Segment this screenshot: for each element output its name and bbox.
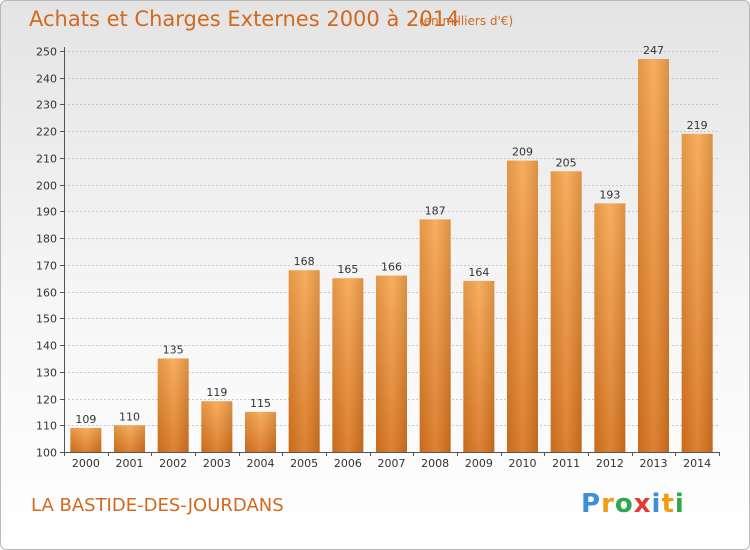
bar-shade-2004 xyxy=(245,411,276,452)
value-label-2009: 164 xyxy=(468,266,489,279)
y-tick-label-240: 240 xyxy=(36,73,57,86)
bar-2011 xyxy=(550,171,582,453)
y-tick-label-170: 170 xyxy=(36,260,57,273)
value-label-2014: 219 xyxy=(687,119,708,132)
logo-letter: r xyxy=(601,489,615,519)
y-tick-label-250: 250 xyxy=(36,46,57,59)
x-tick-label-2001: 2001 xyxy=(116,457,144,470)
bar-2006 xyxy=(332,278,364,452)
y-tick-label-110: 110 xyxy=(36,420,57,433)
bar-2001 xyxy=(114,425,145,452)
bar-2002 xyxy=(157,358,189,452)
bar-shade-2008 xyxy=(419,219,451,452)
x-tick-label-2011: 2011 xyxy=(552,457,580,470)
bar-2003 xyxy=(201,401,233,452)
bar-shade-2005 xyxy=(288,270,320,452)
bar-2004 xyxy=(245,411,276,452)
y-tick-label-120: 120 xyxy=(36,394,57,407)
bar-2009 xyxy=(463,280,495,452)
bar-2007 xyxy=(376,275,407,452)
value-label-2008: 187 xyxy=(425,204,446,217)
axes xyxy=(60,47,720,456)
value-label-2011: 205 xyxy=(556,156,577,169)
y-tick-label-140: 140 xyxy=(36,340,57,353)
bar-shade-2007 xyxy=(376,275,407,452)
x-tick-label-2010: 2010 xyxy=(509,457,537,470)
logo-letter: i xyxy=(674,489,685,519)
bar-2000 xyxy=(70,427,102,452)
value-label-2000: 109 xyxy=(75,413,96,426)
value-label-2001: 110 xyxy=(119,410,140,423)
logo-letter: P xyxy=(581,489,602,519)
bar-shade-2003 xyxy=(201,401,233,452)
x-tick-label-2012: 2012 xyxy=(596,457,624,470)
y-tick-label-200: 200 xyxy=(36,180,57,193)
logo-letter: t xyxy=(661,489,675,519)
y-tick-label-180: 180 xyxy=(36,233,57,246)
chart-subtitle: (en milliers d'€) xyxy=(419,14,514,28)
x-tick-label-2008: 2008 xyxy=(421,457,449,470)
proxiti-logo: Proxiti xyxy=(581,489,685,519)
chart-title: Achats et Charges Externes 2000 à 2014 xyxy=(29,7,460,31)
y-tick-label-230: 230 xyxy=(36,99,57,112)
location-name: LA BASTIDE-DES-JOURDANS xyxy=(31,495,284,516)
x-tick-label-2002: 2002 xyxy=(159,457,187,470)
value-label-2003: 119 xyxy=(206,386,227,399)
value-label-2012: 193 xyxy=(599,188,620,201)
bar-2014 xyxy=(681,133,713,452)
logo-letter: i xyxy=(651,489,662,519)
value-label-2013: 247 xyxy=(643,44,664,57)
value-label-2010: 209 xyxy=(512,146,533,159)
x-tick-label-2005: 2005 xyxy=(290,457,318,470)
x-tick-label-2007: 2007 xyxy=(378,457,406,470)
x-tick-label-2003: 2003 xyxy=(203,457,231,470)
logo-letter: x xyxy=(633,489,652,519)
y-tick-label-160: 160 xyxy=(36,287,57,300)
bars xyxy=(70,59,713,453)
value-label-2007: 166 xyxy=(381,261,402,274)
bar-shade-2012 xyxy=(594,203,626,452)
bar-shade-2011 xyxy=(550,171,582,453)
bar-shade-2009 xyxy=(463,280,495,452)
x-tick-label-2000: 2000 xyxy=(72,457,100,470)
bar-2012 xyxy=(594,203,626,452)
bar-shade-2006 xyxy=(332,278,364,452)
y-tick-label-100: 100 xyxy=(36,447,57,460)
bar-shade-2001 xyxy=(114,425,145,452)
x-tick-label-2006: 2006 xyxy=(334,457,362,470)
labels: 100 110 120 130 140 150 160 170 180 190 200 210 220 2… xyxy=(36,44,711,470)
y-tick-label-130: 130 xyxy=(36,367,57,380)
x-tick-label-2013: 2013 xyxy=(640,457,668,470)
y-tick-label-210: 210 xyxy=(36,153,57,166)
value-label-2002: 135 xyxy=(163,343,184,356)
bar-shade-2013 xyxy=(638,59,669,453)
y-tick-label-150: 150 xyxy=(36,313,57,326)
bar-shade-2002 xyxy=(157,358,189,452)
logo-letter: o xyxy=(614,489,634,519)
bar-shade-2010 xyxy=(507,160,538,452)
bar-2010 xyxy=(507,160,538,452)
bar-2005 xyxy=(288,270,320,452)
bar-2013 xyxy=(638,59,669,453)
y-tick-label-220: 220 xyxy=(36,126,57,139)
x-tick-label-2014: 2014 xyxy=(683,457,711,470)
x-tick-label-2009: 2009 xyxy=(465,457,493,470)
bar-shade-2000 xyxy=(70,427,102,452)
bar-2008 xyxy=(419,219,451,452)
x-tick-label-2004: 2004 xyxy=(247,457,275,470)
value-label-2004: 115 xyxy=(250,397,271,410)
bar-shade-2014 xyxy=(681,133,713,452)
value-label-2006: 165 xyxy=(337,263,358,276)
value-label-2005: 168 xyxy=(294,255,315,268)
y-tick-label-190: 190 xyxy=(36,206,57,219)
